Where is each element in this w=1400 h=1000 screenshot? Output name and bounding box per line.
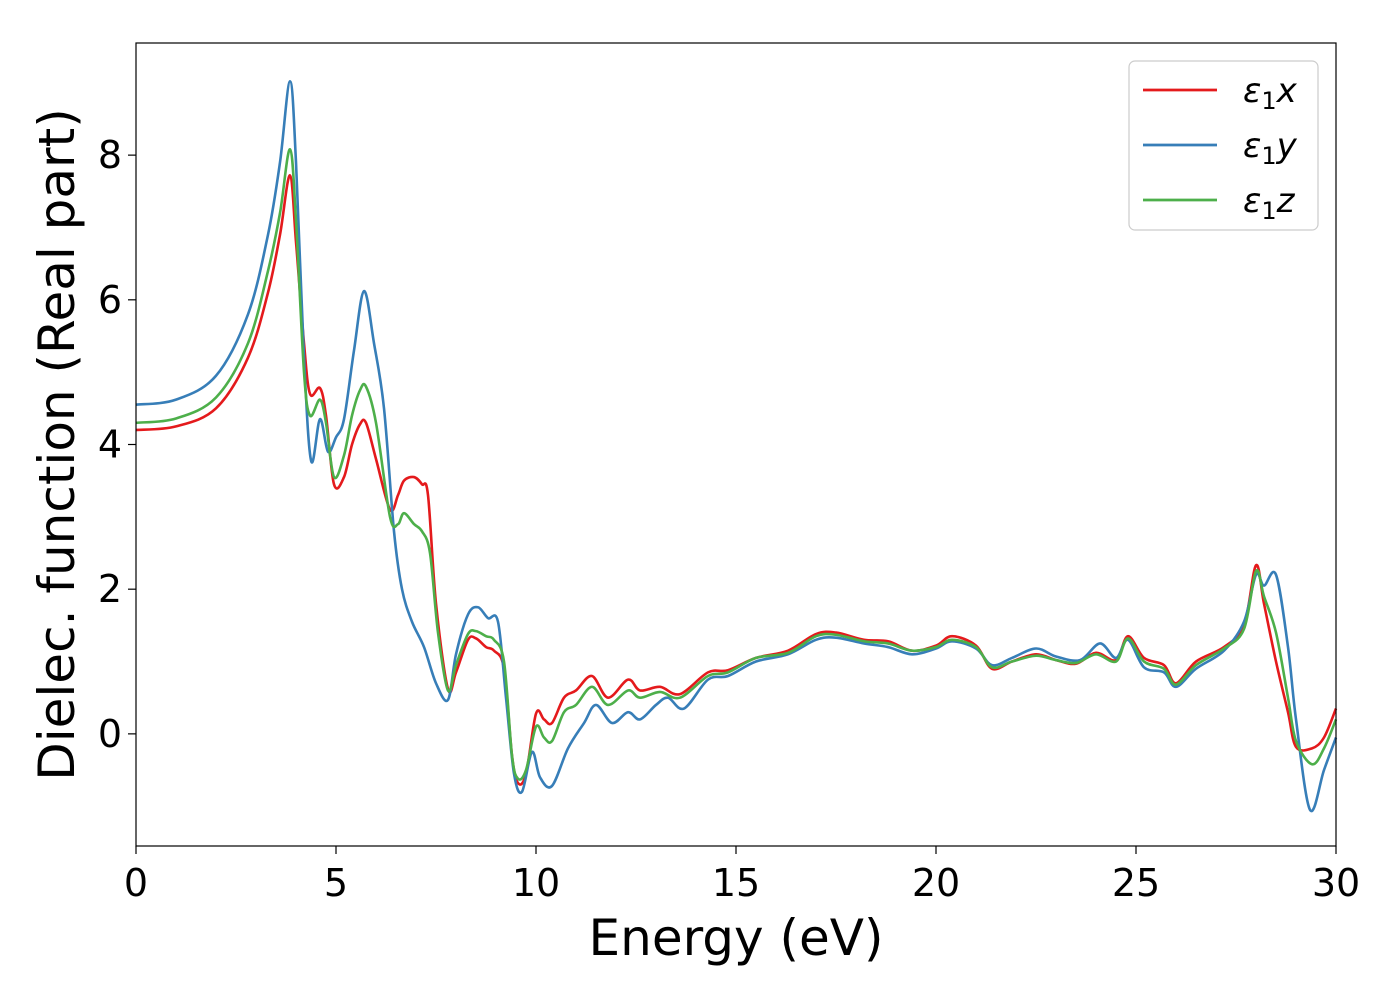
- y-tick-label: 6: [98, 278, 122, 322]
- x-tick-label: 15: [712, 861, 760, 905]
- series-line-x: [135, 174, 1338, 786]
- y-tick-label: 4: [98, 423, 122, 467]
- y-axis-label: Dielec. function (Real part): [28, 108, 86, 780]
- x-axis-label: Energy (eV): [589, 909, 884, 967]
- x-tick-label: 25: [1112, 861, 1160, 905]
- legend-label-x: ε1x: [1243, 71, 1298, 115]
- y-tick-label: 0: [98, 712, 122, 756]
- x-tick-label: 30: [1312, 861, 1360, 905]
- y-tick-label: 8: [98, 133, 122, 177]
- legend-label-y: ε1y: [1243, 126, 1298, 170]
- series-line-y: [135, 80, 1338, 813]
- x-tick-label: 0: [124, 861, 148, 905]
- legend-box: [1128, 60, 1319, 231]
- series-layer: [135, 80, 1338, 813]
- y-axis-ticks: 0 2 4 6 8: [98, 133, 136, 756]
- legend-label-z: ε1z: [1243, 181, 1296, 225]
- x-tick-label: 20: [912, 861, 960, 905]
- series-line-z: [135, 148, 1338, 781]
- x-axis-ticks: 0 5 10 15 20 25 30: [124, 846, 1360, 905]
- x-tick-label: 5: [324, 861, 348, 905]
- x-tick-label: 10: [512, 861, 560, 905]
- y-tick-label: 2: [98, 567, 122, 611]
- legend: ε1x ε1y ε1z: [1128, 60, 1319, 231]
